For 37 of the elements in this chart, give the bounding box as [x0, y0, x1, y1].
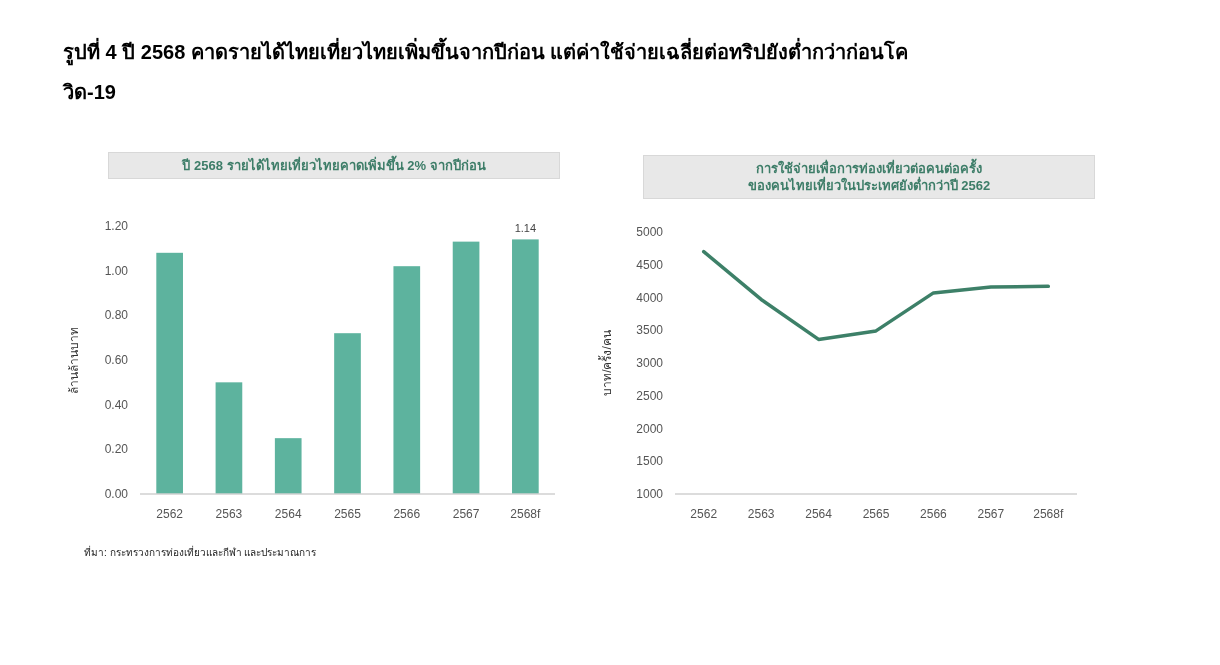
x-tick-label: 2567 — [452, 507, 480, 521]
x-tick-label: 2565 — [334, 507, 362, 521]
x-tick-label: 2564 — [805, 507, 833, 521]
y-tick-label: 0.60 — [104, 353, 129, 367]
chart-subtitle: การใช้จ่ายเพื่อการท่องเที่ยวต่อคนต่อครั้ง ของคนไทยเที่ยวในประเทศยังต่ำกว่าปี 2562 — [643, 155, 1095, 199]
chart-subtitle: ปี 2568 รายได้ไทยเที่ยวไทยคาดเพิ่มขึ้น 2% จากปีก่อน — [108, 152, 560, 179]
y-tick-label: 5000 — [636, 225, 664, 239]
x-tick-label: 2563 — [747, 507, 775, 521]
data-label: 1.14 — [514, 222, 537, 235]
y-tick-label: 4000 — [636, 290, 664, 305]
y-tick-label: 2500 — [636, 388, 664, 403]
y-tick-label: 4500 — [636, 257, 664, 272]
y-axis-title: ล้านล้านบาท — [67, 326, 81, 394]
y-tick-label: 3000 — [636, 356, 664, 370]
y-tick-label: 0.20 — [104, 442, 129, 457]
y-tick-label: 0.40 — [104, 397, 129, 412]
y-axis-title: บาท/ครั้ง/คน — [598, 330, 614, 396]
x-tick-label: 2566 — [393, 507, 421, 521]
y-tick-label: 1.00 — [104, 263, 129, 278]
y-tick-label: 1500 — [636, 454, 664, 469]
x-tick-label: 2567 — [977, 507, 1005, 521]
x-tick-label: 2562 — [156, 507, 184, 521]
x-tick-label: 2565 — [862, 507, 890, 521]
x-tick-label: 2566 — [920, 507, 948, 521]
y-tick-label: 0.00 — [104, 487, 129, 501]
y-tick-label: 1.20 — [104, 219, 129, 233]
x-tick-label: 2562 — [690, 507, 718, 521]
y-tick-label: 2000 — [636, 421, 664, 436]
x-tick-label: 2563 — [215, 507, 243, 521]
x-tick-label: 2568f — [510, 507, 542, 521]
y-tick-label: 3500 — [636, 323, 664, 338]
x-tick-label: 2564 — [274, 507, 302, 521]
y-tick-label: 0.80 — [104, 308, 129, 323]
x-tick-label: 2568f — [1033, 507, 1064, 521]
text: ที่มา: กระทรวงการท่องเที่ยวและกีฬา และประมาณการ — [84, 545, 317, 560]
y-tick-label: 1000 — [636, 487, 664, 501]
chart-title: รูปที่ 4 ปี 2568 คาดรายได้ไทยเที่ยวไทยเพิ่มขึ้นจากปีก่อน แต่ค่าใช้จ่ายเฉลี่ยต่อทริปยังต่ำกว่าก่อนโควิด-19 — [63, 36, 910, 105]
